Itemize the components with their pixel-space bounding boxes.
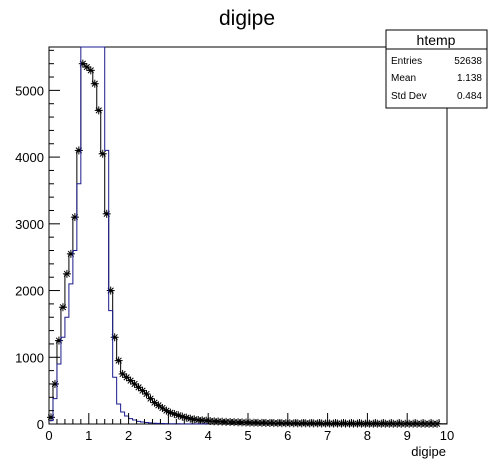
x-tick-label: 7 [324,428,331,443]
series-1-marker [110,333,119,342]
series-1-marker [433,419,442,428]
stats-box: htemp Entries 52638 Mean 1.138 Std Dev 0… [385,29,488,109]
series-1-marker [178,412,187,421]
series-1-marker [126,376,135,385]
y-tick-label: 4000 [15,150,44,165]
series-1-marker [170,409,179,418]
series-1-marker [58,303,67,312]
axes-layer: 0 1 2 3 4 5 6 7 8 9 10 0 1000 2000 3000 4000 5000 [15,49,454,443]
series-1-marker [146,394,155,403]
series-1-marker [66,249,75,258]
series-1-marker [94,106,103,115]
series-1-marker [90,79,99,88]
x-tick-label: 9 [404,428,411,443]
stats-entries-value: 52638 [454,56,482,67]
x-tick-label: 2 [125,428,132,443]
series-1-marker [98,149,107,158]
x-tick-label: 6 [284,428,291,443]
y-tick-label: 3000 [15,217,44,232]
x-tick-label: 5 [244,428,251,443]
chart-title: digipe [219,7,275,30]
stats-entries-label: Entries [391,56,422,67]
x-tick-label: 8 [364,428,371,443]
x-axis-title: digipe [411,444,446,459]
stats-box-frame [385,29,488,109]
series-1-marker [102,209,111,218]
x-tick-label: 10 [440,428,454,443]
series-1-marker [74,146,83,155]
data-layer [46,46,448,428]
series-1-marker [46,413,55,422]
stats-box-name: htemp [417,32,456,48]
y-tick-label: 1000 [15,350,44,365]
y-tick-label: 2000 [15,284,44,299]
y-tick-label: 0 [37,417,44,432]
y-tick-label: 5000 [15,83,44,98]
series-1-marker [106,286,115,295]
stats-stddev-value: 0.484 [457,91,482,102]
series-1-marker [62,269,71,278]
series-1-marker [86,66,95,75]
series-1-marker [114,356,123,365]
x-tick-label: 0 [45,428,52,443]
stats-stddev-label: Std Dev [391,91,427,102]
x-tick-label: 1 [85,428,92,443]
stats-mean-label: Mean [391,73,416,84]
stats-mean-value: 1.138 [457,73,482,84]
series-1-marker [70,213,79,222]
series-1-marker [174,411,183,420]
x-tick-label: 3 [165,428,172,443]
x-tick-label: 4 [205,428,212,443]
series-1-marker [138,386,147,395]
series-1-marker [54,336,63,345]
